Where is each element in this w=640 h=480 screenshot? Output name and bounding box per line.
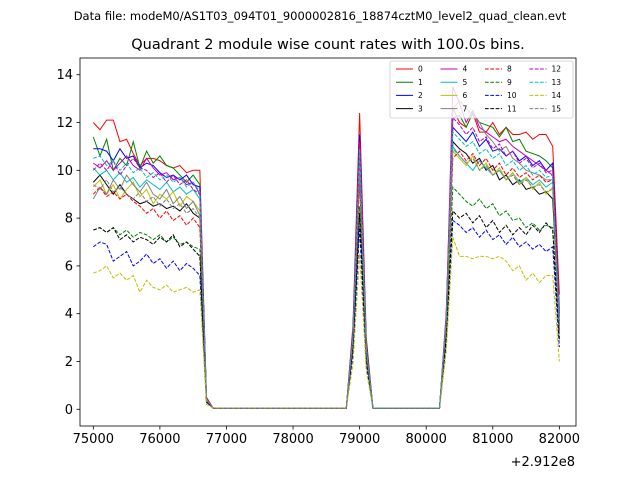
- axes-frame: [79, 57, 577, 427]
- legend-label-4: 4: [463, 65, 468, 74]
- legend-label-8: 8: [507, 65, 512, 74]
- y-tick-label: 6: [65, 259, 73, 274]
- x-tick-label: 80000: [406, 432, 447, 447]
- file-suptitle: Data file: modeM0/AS1T03_094T01_90000028…: [74, 9, 567, 23]
- series-line-13: [93, 130, 560, 409]
- x-tick-label: 79000: [339, 432, 380, 447]
- x-tick-label: 75000: [73, 432, 114, 447]
- series-line-15: [93, 147, 560, 409]
- legend-label-11: 11: [507, 104, 517, 113]
- y-tick-label: 12: [56, 116, 73, 131]
- legend-label-12: 12: [552, 65, 562, 74]
- legend-label-1: 1: [418, 78, 423, 87]
- x-tick-label: 81000: [472, 432, 513, 447]
- legend-label-0: 0: [418, 65, 423, 74]
- legend-label-6: 6: [463, 91, 468, 100]
- series-line-14: [93, 237, 560, 409]
- y-tick-label: 4: [65, 307, 73, 322]
- y-tick-label: 2: [65, 355, 73, 370]
- legend-label-3: 3: [418, 104, 423, 113]
- legend-label-9: 9: [507, 78, 512, 87]
- legend-label-10: 10: [507, 91, 517, 100]
- x-tick-label: 76000: [139, 432, 180, 447]
- y-tick-label: 8: [65, 212, 73, 227]
- legend-label-15: 15: [552, 104, 562, 113]
- y-tick-label: 10: [56, 164, 73, 179]
- y-tick-label: 0: [65, 403, 73, 418]
- legend-box: [389, 60, 574, 119]
- y-tick-label: 14: [56, 68, 73, 83]
- chart-title: Quadrant 2 module wise count rates with …: [131, 37, 525, 53]
- x-tick-label: 78000: [272, 432, 313, 447]
- x-tick-label: 82000: [539, 432, 580, 447]
- x-tick-label: 77000: [206, 432, 247, 447]
- legend-label-2: 2: [418, 91, 423, 100]
- series-group: [92, 86, 560, 409]
- x-offset-label: +2.912e8: [511, 455, 575, 470]
- legend-label-13: 13: [552, 78, 562, 87]
- legend-label-14: 14: [552, 91, 562, 100]
- legend-label-5: 5: [463, 78, 468, 87]
- legend-label-7: 7: [463, 104, 468, 113]
- plot-area: 75000 76000 77000 78000 79000 80000 81000 82000…: [56, 57, 580, 447]
